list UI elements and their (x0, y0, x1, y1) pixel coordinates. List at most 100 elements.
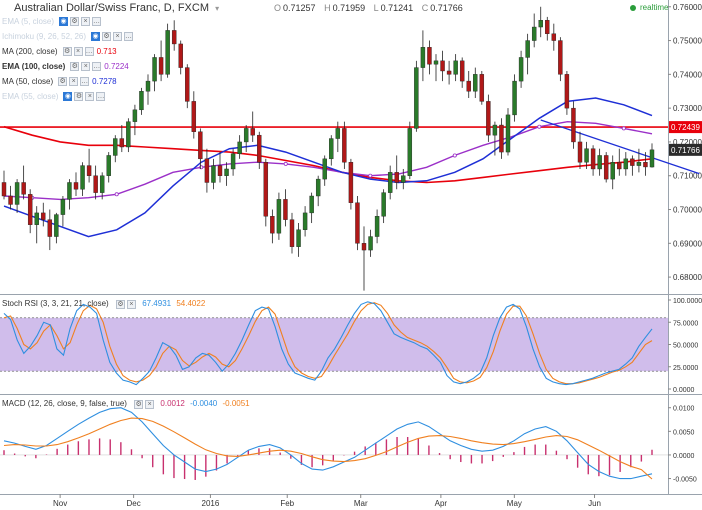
candle-body (302, 212, 308, 230)
candle-body (387, 172, 393, 193)
macd-tick-label: 0.0100 (673, 406, 695, 413)
close-icon[interactable]: × (81, 62, 91, 71)
candle-body (185, 67, 190, 102)
settings-icon[interactable]: ⚙ (115, 300, 125, 309)
candle-body (505, 114, 511, 153)
eye-icon[interactable]: ◉ (63, 92, 73, 101)
price-tick-label: 0.71000 (673, 172, 702, 181)
candle-body (106, 155, 111, 176)
stoch-d-value: 54.4022 (176, 299, 206, 308)
candle-body (558, 40, 563, 75)
candle-body (459, 60, 465, 82)
settings-icon[interactable]: ⚙ (74, 92, 84, 101)
stoch-d-line (3, 302, 653, 385)
close-icon[interactable]: × (113, 32, 123, 41)
symbol-title-text: Australian Dollar/Swiss Franc, D, FXCM (14, 2, 209, 14)
plot-background (0, 0, 668, 494)
ema100-marker (283, 161, 288, 166)
price-tick-label: 0.73000 (673, 104, 702, 113)
candle-body (590, 148, 596, 170)
close-label: C (421, 3, 429, 13)
legend-row[interactable]: MA (50, close) ⚙ ×… 0.7278 (2, 76, 117, 87)
last-price-label-bg (669, 143, 702, 156)
candle-body (446, 70, 452, 75)
more-icon[interactable]: … (96, 92, 106, 101)
legend-label: EMA (100, close) (2, 62, 66, 71)
more-icon[interactable]: … (124, 32, 134, 41)
close-icon[interactable]: × (145, 400, 155, 409)
stoch-k-value: 67.4931 (142, 299, 172, 308)
candle-body (276, 199, 282, 234)
macd-legend[interactable]: MACD (12, 26, close, 9, false, true) ⚙ ×… (2, 399, 250, 409)
candle-body (499, 124, 504, 153)
macd-label: MACD (12, 26, close, 9, false, true) (2, 399, 127, 408)
more-icon[interactable]: … (92, 62, 102, 71)
candle-body (518, 57, 524, 82)
eye-icon[interactable]: ◉ (91, 32, 101, 41)
stoch-tick-label: 50.0000 (673, 343, 698, 350)
close-icon[interactable]: × (126, 300, 136, 309)
stoch-label: Stoch RSI (3, 3, 21, 21, close) (2, 299, 109, 308)
macd-tick-label: 0.0000 (673, 453, 695, 460)
settings-icon[interactable]: ⚙ (70, 17, 80, 26)
eye-icon[interactable]: ◉ (59, 17, 69, 26)
open-value: 0.71257 (283, 3, 316, 13)
legend-row[interactable]: EMA (5, close) ◉ ⚙ ×… (2, 16, 102, 27)
candle-body (623, 158, 629, 170)
candle-body (401, 175, 406, 183)
candle-body (270, 216, 275, 234)
settings-icon[interactable]: ⚙ (58, 77, 68, 86)
candle-body (165, 30, 170, 75)
legend-buttons: ◉ ⚙ ×… (61, 92, 106, 101)
close-icon[interactable]: × (81, 17, 91, 26)
candle-body (420, 47, 426, 68)
candle-body (230, 153, 236, 170)
high-label: H (324, 3, 331, 13)
legend-label: Ichimoku (9, 26, 52, 26) (2, 32, 87, 41)
candle-body (531, 26, 537, 41)
legend-value: 0.7278 (92, 77, 117, 86)
candle-body (577, 141, 583, 163)
legend-row[interactable]: MA (200, close) ⚙ ×… 0.713 (2, 46, 117, 57)
legend-value: 0.713 (96, 47, 117, 56)
close-icon[interactable]: × (73, 47, 83, 56)
ema100-marker (368, 173, 373, 178)
settings-icon[interactable]: ⚙ (102, 32, 112, 41)
open-label: O (274, 3, 282, 13)
legend-row[interactable]: EMA (55, close) ◉ ⚙ ×… (2, 91, 106, 102)
candle-body (486, 101, 491, 136)
chevron-down-icon[interactable]: ▾ (215, 4, 220, 13)
time-tick-label: Jun (588, 499, 601, 508)
legend-row[interactable]: EMA (100, close) ⚙ ×… 0.7224 (2, 61, 129, 72)
legend-label: EMA (55, close) (2, 92, 59, 101)
legend-label: MA (200, close) (2, 47, 58, 56)
macd-line-value: -0.0040 (190, 399, 218, 408)
candle-body (512, 80, 517, 116)
time-tick-label: Nov (53, 499, 67, 508)
candle-body (126, 121, 131, 148)
candle-body (21, 182, 26, 195)
legend-row[interactable]: Ichimoku (9, 26, 52, 26) ◉ ⚙ ×… (2, 31, 134, 42)
time-tick-label: Dec (126, 499, 140, 508)
more-icon[interactable]: … (92, 17, 102, 26)
price-tick-label: 0.70000 (673, 206, 702, 215)
more-icon[interactable]: … (84, 47, 94, 56)
candle-body (440, 60, 445, 72)
settings-icon[interactable]: ⚙ (70, 62, 80, 71)
candle-body (538, 20, 543, 28)
more-icon[interactable]: … (80, 77, 90, 86)
settings-icon[interactable]: ⚙ (62, 47, 72, 56)
candle-body (368, 236, 373, 251)
stoch-k-line (3, 301, 653, 386)
stoch-legend[interactable]: Stoch RSI (3, 3, 21, 21, close) ⚙ × 67.4… (2, 299, 205, 309)
price-tick-label: 0.72000 (673, 138, 702, 147)
symbol-title[interactable]: Australian Dollar/Swiss Franc, D, FXCM ▾ (14, 2, 219, 14)
settings-icon[interactable]: ⚙ (134, 400, 144, 409)
legend-buttons: ◉ ⚙ ×… (89, 32, 134, 41)
close-icon[interactable]: × (85, 92, 95, 101)
candle-body (643, 162, 648, 168)
candle-body (263, 162, 269, 217)
close-icon[interactable]: × (69, 77, 79, 86)
